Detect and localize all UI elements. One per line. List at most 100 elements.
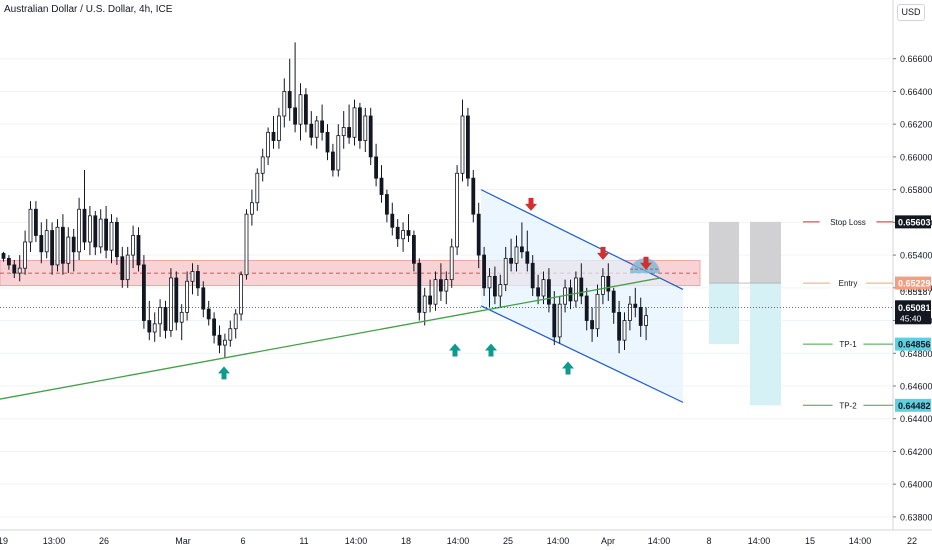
candle-body [433, 279, 438, 305]
candle-body [584, 295, 589, 321]
currency-button[interactable]: USD [897, 4, 925, 21]
price-tick-label: 0.66000 [900, 152, 932, 162]
candle-body [34, 208, 38, 236]
candle-body [606, 275, 611, 292]
candle-body [449, 246, 454, 281]
candle-body [163, 307, 168, 331]
candle-body [428, 295, 433, 305]
candle-body [503, 257, 508, 285]
candle-body [293, 107, 298, 125]
candle-body [141, 264, 146, 321]
candle-body [282, 91, 287, 117]
candle-body [7, 257, 11, 266]
candle-body [28, 208, 33, 243]
time-axis[interactable]: 19 13:00 26 Mar 6 11 14:00 18 14:00 25 14:00 Apr 14:… [0, 529, 932, 546]
candle-body [471, 177, 476, 215]
position-1-reward-box[interactable] [709, 283, 739, 345]
candle-body [244, 213, 249, 276]
candle-body [601, 275, 605, 295]
price-tick-label: 0.64600 [900, 382, 932, 392]
time-tick-label: 22 [907, 536, 917, 546]
candle-body [530, 262, 535, 289]
candle-body [228, 328, 233, 341]
time-tick-label: 14:00 [748, 536, 771, 546]
time-tick-label: 14:00 [547, 536, 570, 546]
candle-body [222, 339, 227, 346]
position-1-risk-box[interactable] [709, 221, 739, 284]
candle-body [190, 271, 195, 282]
candle-body [325, 131, 330, 153]
time-tick-label: 19 [0, 536, 8, 546]
candle-body [88, 215, 92, 243]
trade-level-label-bg [832, 338, 864, 351]
candle-body [347, 127, 352, 138]
candle-body [287, 91, 292, 109]
position-2-reward-box[interactable] [750, 283, 781, 406]
ascending-trendline[interactable] [0, 277, 661, 400]
down-arrow-icon [525, 197, 537, 211]
candle-body [336, 135, 341, 171]
trade-level-label: TP-2 [839, 401, 857, 410]
candle-body [465, 115, 470, 179]
price-tick-label: 0.63800 [900, 512, 932, 522]
candle-body [152, 323, 157, 333]
price-tick-label: 0.66600 [900, 54, 932, 64]
candle-body [379, 177, 384, 195]
candle-body [61, 226, 65, 264]
candle-body [644, 315, 648, 326]
candle-body [590, 320, 594, 330]
candle-body [482, 254, 487, 289]
candle-body [341, 127, 346, 137]
candle-countdown: 45:40 [900, 313, 922, 323]
chart-title: Australian Dollar / U.S. Dollar, 4h, ICE [4, 4, 173, 15]
chart-grid [0, 58, 893, 518]
up-arrow-icon [449, 343, 461, 357]
candle-body [595, 293, 600, 330]
current-price-badge [895, 300, 931, 325]
position-2-risk-box[interactable] [750, 221, 781, 284]
candle-body [185, 280, 190, 313]
candle-body [541, 279, 546, 297]
candle-body [201, 287, 206, 310]
candle-body [131, 235, 136, 256]
candle-body [50, 230, 54, 266]
candle-body [158, 307, 163, 325]
candle-body [109, 221, 114, 251]
time-tick-label: 13:00 [43, 536, 66, 546]
candle-body [298, 94, 303, 125]
time-tick-label: 8 [706, 536, 711, 546]
candle-body [617, 311, 621, 341]
candle-body [115, 221, 119, 258]
candle-body [12, 264, 17, 274]
candle-body [195, 271, 200, 289]
trade-level-price-badge [895, 215, 931, 229]
candle-body [638, 307, 643, 326]
candle-body [120, 256, 125, 281]
up-arrow-icon [562, 361, 574, 375]
overlapped-price-label: 0.65187 [900, 287, 932, 297]
candle-body [206, 308, 211, 320]
price-tick-label: 0.64800 [900, 349, 932, 359]
candle-body [212, 318, 217, 336]
candle-body [17, 267, 22, 274]
candle-body [455, 172, 460, 248]
position-tools[interactable] [709, 221, 781, 406]
candle-body [460, 115, 465, 174]
candle-body [514, 246, 519, 264]
candle-body [374, 156, 379, 179]
trade-level-price: 0.65229 [898, 279, 931, 289]
price-tick-label: 0.64200 [900, 447, 932, 457]
level-labels: Stop Loss 0.65603 Entry 0.65229 TP-1 0.64856 T… [803, 215, 931, 412]
candle-body [536, 287, 540, 297]
candle-body [547, 279, 551, 305]
candle-body [401, 230, 406, 240]
candle-body [249, 202, 254, 215]
candle-body [417, 262, 422, 313]
price-tick-label: 0.65400 [900, 251, 932, 261]
candle-body [406, 230, 411, 236]
channel-lower-line[interactable] [480, 305, 684, 403]
price-axis[interactable]: 0.66600 0.66400 0.66200 0.66000 0.65800 0.656… [892, 0, 932, 530]
candle-body [174, 277, 179, 323]
